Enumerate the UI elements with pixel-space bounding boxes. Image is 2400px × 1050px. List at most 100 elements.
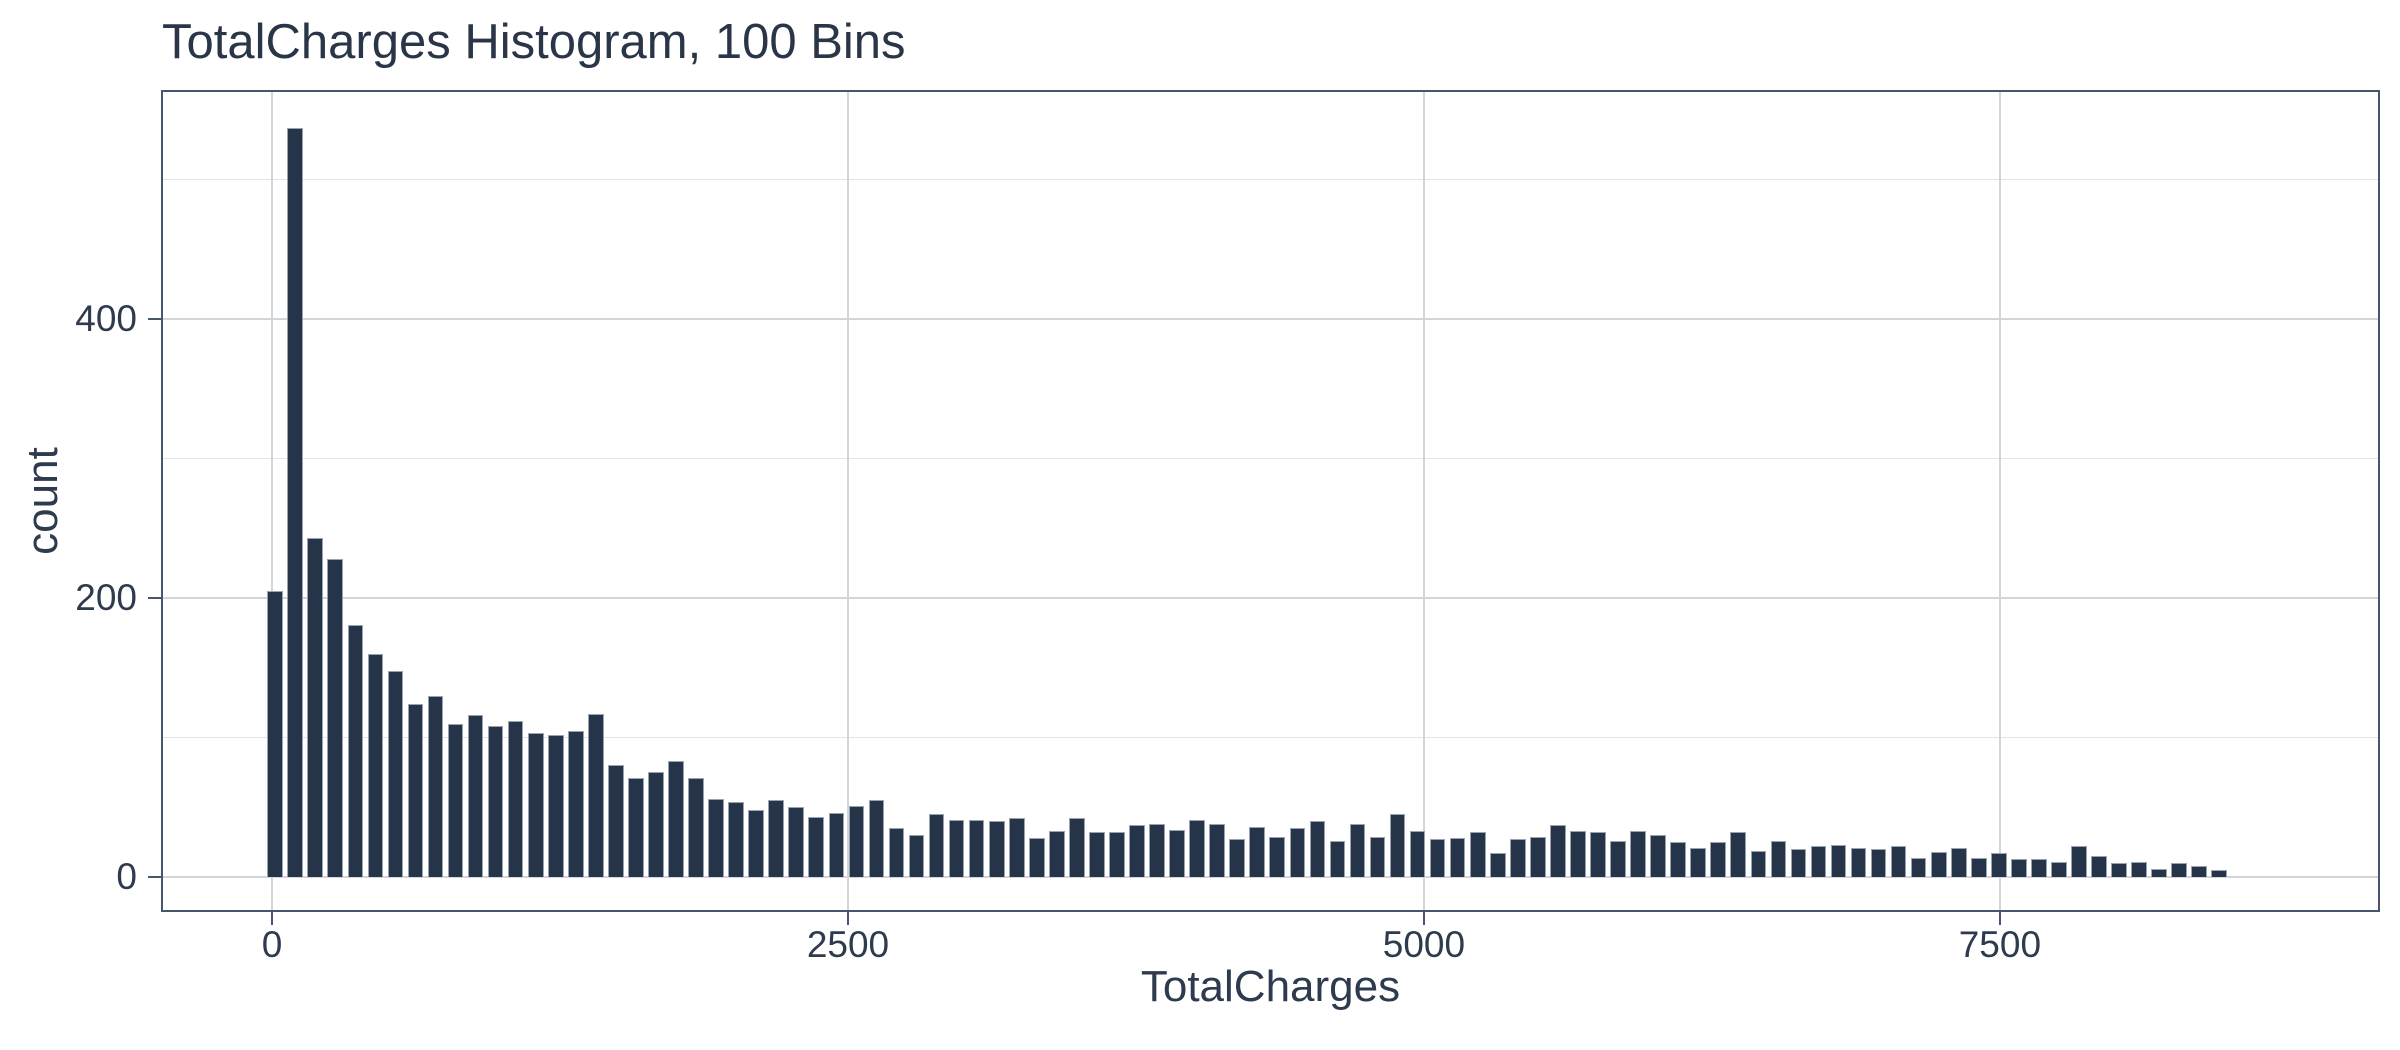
histogram-bar bbox=[1590, 832, 1606, 877]
x-major-gridline bbox=[1423, 90, 1425, 912]
histogram-bar bbox=[2191, 866, 2207, 877]
histogram-bar bbox=[1370, 837, 1386, 877]
histogram-bar bbox=[1290, 828, 1306, 877]
histogram-bar bbox=[1310, 821, 1326, 877]
histogram-bar bbox=[1971, 858, 1987, 878]
histogram-bar bbox=[788, 807, 804, 877]
histogram-bar bbox=[1831, 845, 1847, 877]
histogram-bar bbox=[1550, 825, 1566, 877]
histogram-bar bbox=[1269, 837, 1285, 877]
histogram-bar bbox=[2011, 859, 2027, 877]
y-axis-title: count bbox=[18, 301, 68, 701]
histogram-bar bbox=[1891, 846, 1907, 877]
histogram-bar bbox=[989, 821, 1005, 877]
histogram-bar bbox=[1610, 841, 1626, 877]
histogram-bar bbox=[969, 820, 985, 877]
histogram-bar bbox=[267, 591, 283, 877]
histogram-bar bbox=[929, 814, 945, 877]
histogram-bar bbox=[1410, 831, 1426, 877]
histogram-bar bbox=[1249, 827, 1265, 877]
y-major-gridline bbox=[161, 318, 2380, 320]
histogram-bar bbox=[668, 761, 684, 877]
histogram-bar bbox=[849, 806, 865, 877]
histogram-bar bbox=[628, 778, 644, 877]
histogram-bar bbox=[608, 765, 624, 877]
y-major-gridline bbox=[161, 597, 2380, 599]
histogram-bar bbox=[1330, 841, 1346, 877]
histogram-bar bbox=[1390, 814, 1406, 877]
histogram-bar bbox=[588, 714, 604, 877]
histogram-bar bbox=[568, 731, 584, 878]
histogram-bar bbox=[408, 704, 424, 877]
histogram-bar bbox=[428, 696, 444, 877]
histogram-bar bbox=[829, 813, 845, 877]
histogram-bar bbox=[1049, 831, 1065, 877]
x-major-gridline bbox=[1999, 90, 2001, 912]
y-tick-mark bbox=[148, 318, 161, 320]
histogram-bar bbox=[889, 828, 905, 877]
histogram-bar bbox=[2071, 846, 2087, 877]
histogram-bar bbox=[348, 625, 364, 878]
histogram-bar bbox=[1650, 835, 1666, 877]
histogram-bar bbox=[1470, 832, 1486, 877]
y-tick-label: 0 bbox=[0, 856, 137, 898]
histogram-bar bbox=[869, 800, 885, 877]
histogram-bar bbox=[488, 726, 504, 877]
histogram-bar bbox=[808, 817, 824, 877]
histogram-bar bbox=[1730, 832, 1746, 877]
histogram-bar bbox=[1710, 842, 1726, 877]
histogram-bar bbox=[1791, 849, 1807, 877]
histogram-bar bbox=[1510, 839, 1526, 877]
histogram-bar bbox=[2031, 859, 2047, 877]
histogram-bar bbox=[368, 654, 384, 877]
histogram-bar bbox=[1951, 848, 1967, 877]
histogram-figure: TotalCharges Histogram, 100 Bins 0200400… bbox=[0, 0, 2400, 1050]
histogram-bar bbox=[448, 724, 464, 878]
x-tick-label: 5000 bbox=[1324, 924, 1524, 966]
histogram-bar bbox=[1771, 841, 1787, 877]
histogram-bar bbox=[1490, 853, 1506, 877]
y-minor-gridline bbox=[161, 458, 2380, 460]
plot-panel bbox=[161, 90, 2380, 912]
histogram-bar bbox=[1109, 832, 1125, 877]
histogram-bar bbox=[2211, 870, 2227, 877]
histogram-bar bbox=[768, 800, 784, 877]
histogram-bar bbox=[2151, 869, 2167, 877]
histogram-bar bbox=[1009, 818, 1025, 877]
histogram-bar bbox=[468, 715, 484, 877]
histogram-bar bbox=[1690, 848, 1706, 877]
histogram-bar bbox=[1209, 824, 1225, 877]
x-tick-label: 2500 bbox=[748, 924, 948, 966]
histogram-bar bbox=[1851, 848, 1867, 877]
histogram-bar bbox=[1149, 824, 1165, 877]
histogram-bar bbox=[1670, 842, 1686, 877]
x-tick-label: 7500 bbox=[1900, 924, 2100, 966]
histogram-bar bbox=[508, 721, 524, 877]
histogram-bar bbox=[307, 538, 323, 877]
histogram-bar bbox=[949, 820, 965, 877]
histogram-bar bbox=[1089, 832, 1105, 877]
histogram-bar bbox=[728, 802, 744, 877]
histogram-bar bbox=[2131, 862, 2147, 877]
histogram-bar bbox=[1911, 858, 1927, 878]
y-tick-mark bbox=[148, 876, 161, 878]
histogram-bar bbox=[388, 671, 404, 878]
histogram-bar bbox=[648, 772, 664, 877]
histogram-bar bbox=[528, 733, 544, 877]
histogram-bar bbox=[2171, 863, 2187, 877]
histogram-bar bbox=[2111, 863, 2127, 877]
histogram-bar bbox=[708, 799, 724, 877]
histogram-bar bbox=[1871, 849, 1887, 877]
histogram-bar bbox=[1029, 838, 1045, 877]
histogram-bar bbox=[1350, 824, 1366, 877]
histogram-bar bbox=[1229, 839, 1245, 877]
histogram-bar bbox=[327, 559, 343, 877]
histogram-bar bbox=[1530, 837, 1546, 877]
x-axis-title: TotalCharges bbox=[161, 962, 2380, 1012]
histogram-bar bbox=[1450, 838, 1466, 877]
histogram-bar bbox=[909, 835, 925, 877]
histogram-bar bbox=[1430, 839, 1446, 877]
histogram-bar bbox=[1931, 852, 1947, 877]
chart-title: TotalCharges Histogram, 100 Bins bbox=[162, 14, 906, 70]
y-minor-gridline bbox=[161, 179, 2380, 181]
